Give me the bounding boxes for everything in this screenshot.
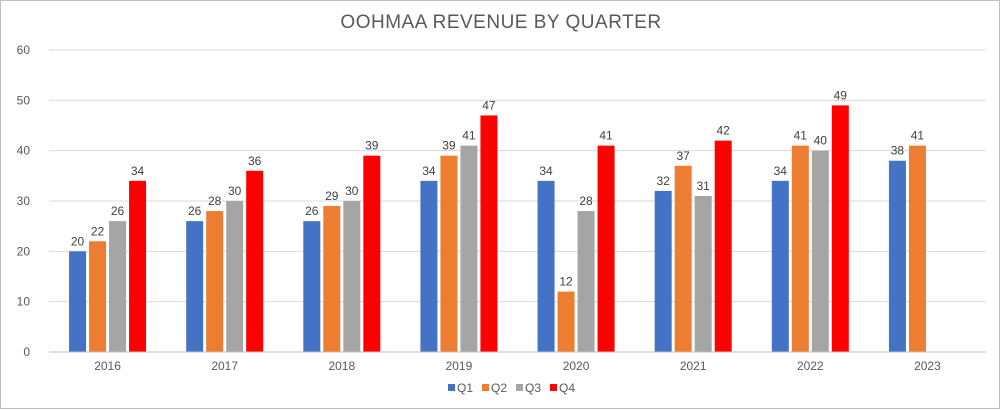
data-label: 30 <box>345 184 359 198</box>
legend-label-q2: Q2 <box>491 381 507 395</box>
y-tick-label: 60 <box>17 43 31 57</box>
data-label: 34 <box>539 164 553 178</box>
bar-q3-2022 <box>811 150 829 352</box>
data-label: 41 <box>911 129 925 143</box>
bar-q4-2021 <box>714 140 732 352</box>
y-tick-label: 50 <box>17 93 31 107</box>
legend-swatch-q3 <box>516 384 523 391</box>
y-axis: 0 10 20 30 40 50 60 <box>17 43 31 359</box>
legend-swatch-q1 <box>448 384 455 391</box>
bar-q4-2022 <box>831 105 849 352</box>
y-tick-label: 10 <box>17 295 31 309</box>
data-label: 34 <box>131 164 145 178</box>
bar-q1-2022 <box>771 180 789 352</box>
x-axis: 2016 2017 2018 2019 2020 2021 2022 2023 <box>49 351 986 373</box>
data-label: 39 <box>365 139 379 153</box>
bar-q2-2022 <box>791 145 809 352</box>
bar-q3-2018 <box>343 201 361 352</box>
data-label: 34 <box>422 164 436 178</box>
data-label: 34 <box>774 164 788 178</box>
bar-q2-2017 <box>206 211 224 352</box>
x-tick-label: 2022 <box>797 359 824 373</box>
bar-q3-2016 <box>109 221 127 352</box>
bar-q4-2016 <box>129 180 147 352</box>
bar-q2-2018 <box>323 206 341 352</box>
bar-q3-2020 <box>577 211 595 352</box>
y-tick-label: 20 <box>17 244 31 258</box>
bar-q1-2019 <box>420 180 438 352</box>
bar-q1-2020 <box>537 180 555 352</box>
bar-q1-2021 <box>654 190 672 352</box>
data-label: 41 <box>462 129 476 143</box>
data-label: 26 <box>305 204 319 218</box>
x-tick-label: 2019 <box>446 359 473 373</box>
data-label: 26 <box>111 204 125 218</box>
bar-q2-2020 <box>557 291 575 352</box>
data-label: 42 <box>717 124 731 138</box>
bar-q2-2021 <box>674 165 692 352</box>
bar-q1-2018 <box>303 221 321 352</box>
data-label: 41 <box>599 129 613 143</box>
legend-label-q1: Q1 <box>457 381 473 395</box>
data-label: 37 <box>677 149 691 163</box>
data-label: 36 <box>248 154 262 168</box>
x-tick-label: 2021 <box>680 359 707 373</box>
x-tick-label: 2016 <box>94 359 121 373</box>
data-label: 28 <box>579 194 593 208</box>
legend-swatch-q4 <box>550 384 557 391</box>
y-tick-label: 40 <box>17 144 31 158</box>
data-label: 29 <box>325 189 339 203</box>
bar-q1-2016 <box>69 251 87 352</box>
y-tick-label: 0 <box>23 345 30 359</box>
bar-q2-2019 <box>440 155 458 352</box>
bar-q4-2020 <box>597 145 615 352</box>
bar-q4-2017 <box>246 170 264 352</box>
data-label: 40 <box>814 134 828 148</box>
legend-swatch-q2 <box>482 384 489 391</box>
bars <box>69 105 926 352</box>
bar-q2-2023 <box>908 145 926 352</box>
data-label: 47 <box>482 98 496 112</box>
gridlines <box>49 49 986 353</box>
bar-q1-2017 <box>186 221 204 352</box>
bar-q3-2021 <box>694 195 712 352</box>
chart-title: OOHMAA REVENUE BY QUARTER <box>340 12 661 33</box>
data-label: 12 <box>559 275 573 289</box>
bar-q4-2018 <box>363 155 381 352</box>
data-labels: 20 22 26 34 26 28 30 36 26 29 30 39 34 39 41 47 34 12 28 41… <box>71 88 925 288</box>
data-label: 26 <box>188 204 202 218</box>
data-label: 49 <box>834 88 848 102</box>
data-label: 20 <box>71 234 85 248</box>
data-label: 41 <box>794 129 808 143</box>
x-tick-label: 2020 <box>563 359 590 373</box>
data-label: 28 <box>208 194 222 208</box>
data-label: 22 <box>91 224 105 238</box>
legend-label-q3: Q3 <box>525 381 541 395</box>
y-tick-label: 30 <box>17 194 31 208</box>
data-label: 38 <box>891 144 905 158</box>
bar-q1-2023 <box>888 160 906 352</box>
x-tick-label: 2023 <box>914 359 941 373</box>
data-label: 30 <box>228 184 242 198</box>
legend: Q1 Q2 Q3 Q4 <box>448 381 575 395</box>
bar-q3-2019 <box>460 145 478 352</box>
data-label: 32 <box>657 174 671 188</box>
bar-q4-2019 <box>480 115 498 352</box>
data-label: 31 <box>697 179 711 193</box>
bar-q3-2017 <box>226 201 244 352</box>
data-label: 39 <box>442 139 456 153</box>
bar-q2-2016 <box>89 241 107 352</box>
x-tick-label: 2017 <box>211 359 238 373</box>
x-tick-label: 2018 <box>328 359 355 373</box>
legend-label-q4: Q4 <box>559 381 575 395</box>
